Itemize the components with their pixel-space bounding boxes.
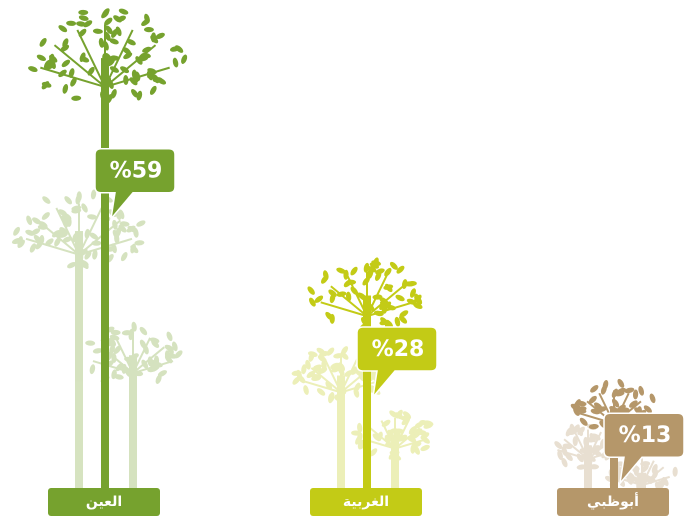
leaf	[172, 57, 179, 68]
page: %59العين%28الغربية%13أبوظبي (() => { con…	[0, 0, 697, 518]
leaf	[41, 195, 52, 205]
leaf	[57, 24, 68, 34]
leaf	[420, 444, 431, 453]
leaf	[118, 7, 129, 15]
leaf	[36, 53, 47, 62]
leaf	[91, 241, 101, 246]
leaf	[12, 226, 22, 237]
leaf	[63, 195, 74, 206]
leaf	[134, 240, 144, 246]
leaf	[123, 75, 129, 85]
category-label: العين	[86, 494, 122, 510]
leaf	[85, 340, 95, 346]
leaf	[40, 211, 51, 222]
trunk	[75, 231, 83, 488]
leaf	[78, 10, 88, 15]
leaf	[78, 14, 89, 22]
leaf	[84, 229, 90, 240]
value-label: %28	[372, 337, 425, 362]
leaf	[120, 251, 129, 262]
leaf	[383, 267, 393, 278]
leaf	[144, 27, 154, 32]
leaf	[66, 20, 76, 26]
leaf	[302, 385, 309, 396]
chart: %59 العين %28 الغربية %13 أبوظبي	[0, 0, 697, 518]
leaf	[589, 384, 600, 394]
leaf	[38, 37, 48, 48]
leaf	[25, 215, 33, 226]
trunk	[101, 58, 109, 488]
leaf	[648, 393, 656, 404]
category-label: الغربية	[343, 494, 389, 510]
background-tree	[11, 189, 146, 488]
leaf	[93, 28, 103, 34]
leaf	[672, 467, 678, 477]
leaf	[62, 83, 69, 94]
leaf	[138, 326, 148, 337]
leaf	[60, 58, 71, 68]
leaf	[71, 95, 81, 101]
leaf	[80, 202, 89, 213]
value-label: %13	[619, 423, 672, 448]
leaf	[53, 236, 62, 247]
leaf	[616, 378, 626, 389]
leaf	[165, 331, 173, 342]
leaf	[77, 191, 82, 201]
leaf	[89, 364, 96, 375]
leaf	[394, 293, 405, 302]
leaf	[637, 385, 645, 396]
leaf	[149, 85, 159, 96]
background-tree	[85, 321, 184, 488]
leaf	[135, 219, 146, 228]
value-label: %59	[110, 159, 163, 184]
leaf	[330, 314, 335, 324]
leaf	[27, 65, 38, 73]
category-label: أبوظبي	[587, 492, 639, 510]
leaf	[349, 265, 359, 276]
leaf	[180, 54, 189, 65]
leaf	[306, 285, 316, 296]
leaf	[589, 464, 599, 469]
